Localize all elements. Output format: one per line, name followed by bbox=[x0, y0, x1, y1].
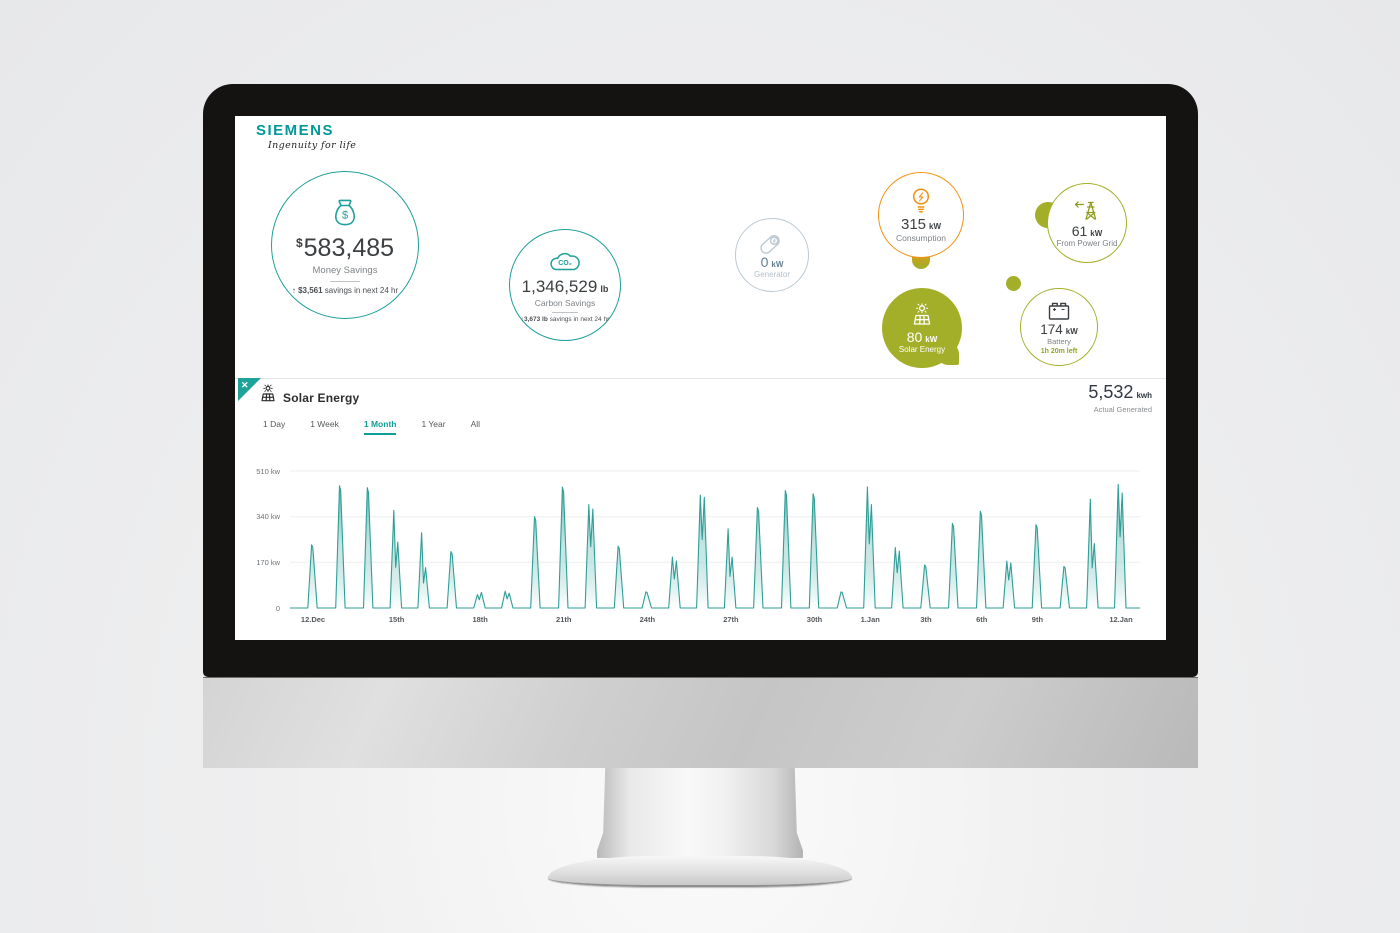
svg-text:$: $ bbox=[342, 209, 348, 221]
close-x-icon: ✕ bbox=[241, 380, 249, 390]
money-bag-icon: $ bbox=[328, 196, 362, 230]
x-tick-label: 1.Jan bbox=[860, 615, 880, 624]
co2-cloud-icon: CO₂ bbox=[546, 248, 584, 274]
battery-time-left: 1h 20m left bbox=[1040, 347, 1078, 355]
sun-solar-panel-icon bbox=[908, 302, 936, 328]
x-tick-label: 18th bbox=[472, 615, 488, 624]
monitor-stand-base bbox=[548, 856, 852, 887]
generator-bubble[interactable]: 0 kW Generator bbox=[735, 218, 809, 292]
actual-generated-total: 5,532 kwh Actual Generated bbox=[1088, 382, 1152, 414]
consumption-value: 315 kW bbox=[900, 216, 942, 233]
divider bbox=[552, 311, 578, 313]
money-savings-bubble[interactable]: $ $583,485 Money Savings ↑ $3,561 saving… bbox=[271, 171, 419, 319]
monitor-chin bbox=[203, 677, 1198, 768]
siemens-tagline: Ingenuity for life bbox=[268, 140, 357, 151]
x-tick-label: 12.Dec bbox=[300, 615, 326, 624]
y-tick-label: 340 kw bbox=[256, 512, 280, 522]
battery-value: 174 kW bbox=[1040, 321, 1078, 337]
battery-bubble[interactable]: 174 kW Battery 1h 20m left bbox=[1020, 288, 1098, 366]
x-tick-label: 6th bbox=[976, 615, 988, 624]
power-grid-label: From Power Grid bbox=[1056, 239, 1118, 248]
consumption-label: Consumption bbox=[895, 233, 947, 243]
carbon-savings-bubble[interactable]: CO₂ 1,346,529 lb Carbon Savings ↑3,673 lb… bbox=[509, 229, 621, 341]
y-tick-label: 0 bbox=[275, 603, 280, 613]
x-tick-label: 24th bbox=[639, 615, 656, 624]
solar-energy-bubble[interactable]: 80 kW Solar Energy bbox=[882, 288, 962, 368]
battery-icon bbox=[1045, 300, 1073, 322]
y-tick-label: 510 kw bbox=[256, 466, 280, 476]
solar-energy-value: 80 kW bbox=[906, 328, 938, 345]
tab-all[interactable]: All bbox=[470, 419, 481, 429]
money-savings-label: Money Savings bbox=[312, 264, 378, 276]
x-tick-label: 30th bbox=[806, 615, 823, 624]
energy-flow-dot bbox=[1006, 276, 1021, 291]
tab-1-week[interactable]: 1 Week bbox=[310, 419, 339, 429]
solar-chart-svg bbox=[290, 470, 1140, 609]
tab-1-day[interactable]: 1 Day bbox=[263, 419, 286, 429]
solar-energy-label: Solar Energy bbox=[898, 344, 946, 354]
dashboard-screen: SIEMENS Ingenuity for life $ $583,485 Mo… bbox=[235, 116, 1166, 640]
solar-chart bbox=[290, 469, 1140, 611]
generator-icon bbox=[758, 232, 786, 254]
x-tick-label: 27th bbox=[723, 615, 739, 624]
x-tick-label: 21th bbox=[556, 615, 572, 624]
x-tick-label: 15th bbox=[388, 615, 405, 624]
total-label: Actual Generated bbox=[1093, 405, 1152, 414]
siemens-logo: SIEMENS bbox=[256, 122, 335, 139]
carbon-savings-forecast: ↑3,673 lb savings in next 24 hr bbox=[520, 315, 610, 323]
panel-title: Solar Energy bbox=[283, 391, 360, 405]
battery-label: Battery bbox=[1047, 336, 1071, 346]
generator-value: 0 kW bbox=[760, 253, 784, 270]
tab-1-month[interactable]: 1 Month bbox=[363, 419, 397, 435]
svg-text:CO₂: CO₂ bbox=[558, 260, 572, 267]
total-value: 5,532 bbox=[1088, 382, 1134, 402]
x-tick-label: 9th bbox=[1031, 615, 1044, 624]
monitor-stand-neck bbox=[597, 768, 803, 858]
range-tabs: 1 Day 1 Week 1 Month 1 Year All bbox=[263, 419, 480, 435]
total-unit: kwh bbox=[1136, 391, 1152, 400]
x-tick-label: 12.Jan bbox=[1109, 615, 1133, 624]
power-grid-value: 61 kW bbox=[1071, 223, 1103, 239]
panel-divider bbox=[235, 378, 1166, 379]
tab-1-year[interactable]: 1 Year bbox=[421, 419, 446, 429]
money-savings-forecast: ↑ $3,561 savings in next 24 hr bbox=[291, 285, 399, 295]
power-grid-bubble[interactable]: 61 kW From Power Grid bbox=[1047, 183, 1127, 263]
lightbulb-bolt-icon bbox=[909, 187, 933, 214]
panel-solar-icon bbox=[257, 384, 279, 404]
money-savings-value: $583,485 bbox=[295, 233, 395, 262]
x-tick-label: 3th bbox=[920, 615, 932, 624]
carbon-savings-value: 1,346,529 lb bbox=[521, 276, 609, 296]
carbon-savings-label: Carbon Savings bbox=[534, 297, 596, 308]
divider bbox=[330, 280, 360, 282]
generator-label: Generator bbox=[753, 269, 791, 279]
close-corner-button[interactable]: ✕ bbox=[238, 378, 261, 401]
power-tower-arrow-icon bbox=[1073, 198, 1101, 222]
solar-generation-area bbox=[290, 483, 1140, 609]
consumption-bubble[interactable]: 315 kW Consumption bbox=[878, 172, 964, 258]
y-tick-label: 170 kw bbox=[256, 557, 280, 567]
